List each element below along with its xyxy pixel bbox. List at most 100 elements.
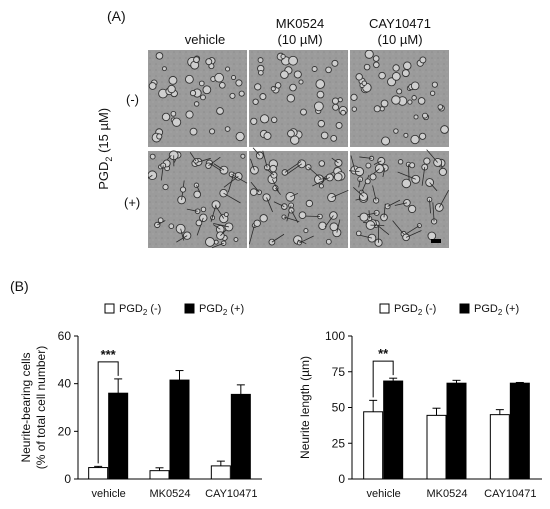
cell-body — [298, 211, 307, 220]
y-tick-label: 75 — [332, 365, 346, 379]
cell-body — [403, 132, 409, 138]
neurite — [266, 168, 275, 176]
cell-body — [316, 90, 325, 99]
x-tick-label: MK0524 — [427, 488, 468, 500]
neurite — [421, 167, 426, 186]
neurite — [262, 150, 268, 168]
cell-body — [268, 238, 276, 246]
legend-entry: PGD2 (+) — [199, 303, 244, 317]
chart-legend: PGD2 (-) PGD2 (+) — [104, 303, 244, 317]
cell-body — [417, 97, 426, 105]
y-axis-label: Neurite length (µm) — [298, 356, 312, 459]
cell-body — [280, 70, 289, 79]
neurite — [290, 192, 299, 198]
cell-body — [411, 95, 417, 101]
cell-body — [195, 219, 203, 227]
cell-body — [253, 219, 261, 227]
cell-body — [410, 134, 420, 145]
cell-body — [330, 134, 338, 142]
cell-body — [364, 50, 374, 59]
neurite — [250, 181, 260, 193]
bar-pgd2-minus — [210, 465, 231, 480]
bar-pgd2-minus — [426, 414, 447, 480]
neurite — [196, 217, 204, 236]
cell-body — [408, 204, 417, 214]
cell-body — [331, 59, 339, 67]
legend-swatch — [379, 303, 390, 314]
neurite — [266, 197, 273, 213]
neurite — [349, 170, 360, 173]
neurite — [350, 155, 356, 171]
cell-body — [148, 170, 158, 181]
cell-body — [149, 153, 156, 160]
cell-body — [423, 157, 431, 165]
micrograph-grid — [148, 50, 450, 249]
cell-body — [170, 110, 177, 117]
cell-body — [437, 104, 444, 110]
significance-label: *** — [101, 347, 117, 362]
legend-swatch — [104, 303, 115, 314]
panel-a-label: (A) — [107, 8, 126, 24]
cell-body — [262, 193, 271, 202]
neurite — [368, 210, 371, 219]
cell-body — [318, 183, 324, 189]
cell-body — [359, 212, 369, 222]
bar-pgd2-plus — [169, 379, 190, 480]
cell-body — [157, 217, 164, 224]
cell-body — [200, 206, 207, 213]
neurite — [361, 174, 370, 193]
neurite — [231, 173, 248, 184]
cell-body — [318, 160, 326, 167]
legend-entry: PGD2 (-) — [119, 303, 161, 317]
cell-body — [231, 75, 237, 81]
cell-body — [413, 114, 419, 120]
panel-b-label: (B) — [10, 278, 29, 294]
neurite — [215, 205, 225, 219]
neurite — [250, 158, 255, 171]
neurite — [284, 161, 302, 173]
cell-body — [205, 237, 215, 247]
pgd2-concentration-label: PGD2 (15 µM) — [96, 99, 114, 199]
cell-body — [205, 58, 213, 66]
cell-body — [380, 99, 389, 108]
neurite — [213, 222, 229, 228]
cell-body — [281, 169, 289, 176]
neurite — [404, 225, 420, 236]
cell-body — [393, 128, 399, 134]
cell-body — [297, 159, 307, 169]
cell-body — [205, 162, 212, 169]
neurite — [373, 168, 380, 175]
y-tick-label: 60 — [58, 329, 72, 343]
cell-body — [314, 101, 324, 112]
bar-pgd2-minus — [88, 467, 109, 480]
neurite — [299, 235, 314, 244]
cell-body — [396, 88, 403, 95]
neurite — [213, 163, 225, 171]
cell-body — [269, 164, 277, 173]
cell-body — [318, 221, 327, 231]
x-tick-label: CAY10471 — [484, 488, 536, 500]
y-tick-label: 40 — [58, 377, 72, 391]
cell-body — [305, 199, 314, 208]
legend-entry: PGD2 (+) — [474, 303, 519, 317]
cell-body — [193, 56, 200, 64]
cell-body — [184, 74, 194, 84]
neurite — [223, 192, 241, 204]
cell-body — [325, 173, 334, 182]
cell-body — [315, 79, 326, 89]
cell-body — [364, 178, 371, 185]
cell-body — [235, 131, 245, 142]
pgd-prefix: PGD — [96, 161, 112, 190]
neurite — [189, 152, 197, 162]
neurite — [160, 165, 164, 181]
neurite — [186, 208, 198, 212]
cell-body — [392, 64, 400, 72]
cell-body — [228, 171, 235, 178]
cell-body — [238, 90, 245, 97]
chart-neurite-length: PGD2 (-) PGD2 (+) 0 25 50 75 100 Neurite length… — [298, 303, 542, 500]
y-tick-label: 50 — [332, 401, 346, 415]
cell-body — [219, 165, 229, 175]
pgd-suffix: (15 µM) — [96, 107, 112, 157]
neurite — [208, 156, 221, 166]
cell-body — [193, 190, 202, 199]
